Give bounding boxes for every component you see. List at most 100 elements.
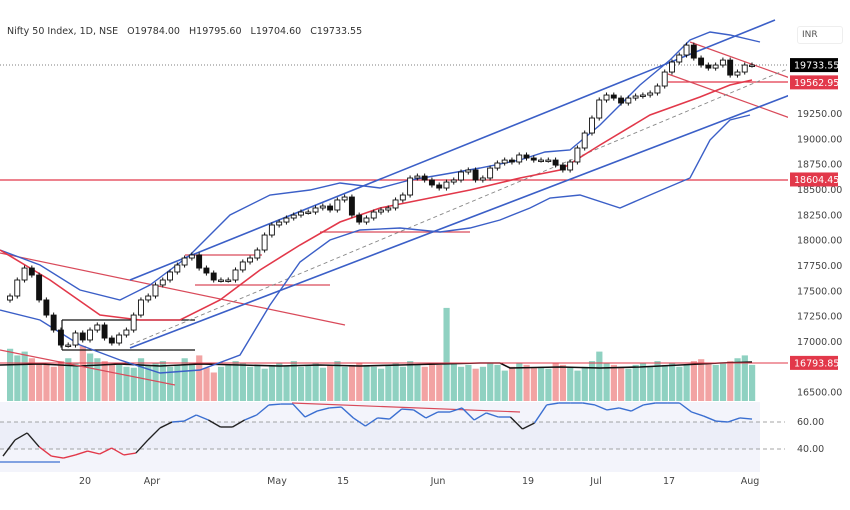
- volume-bar: [145, 364, 152, 401]
- candle: [167, 271, 173, 281]
- candle: [574, 147, 581, 163]
- candle: [501, 159, 508, 164]
- volume-bar: [639, 363, 647, 401]
- price-axis[interactable]: [788, 46, 850, 510]
- volume-bar: [749, 364, 756, 401]
- candle: [727, 59, 734, 76]
- price-tick-label: 17000.00: [797, 337, 842, 348]
- volume-bar: [21, 351, 28, 401]
- candle: [370, 211, 377, 219]
- volume-bar: [428, 363, 436, 401]
- rsi-segment: [630, 404, 644, 412]
- rsi-segment: [2, 439, 16, 457]
- candle: [508, 159, 515, 163]
- time-tick-label: Jun: [430, 476, 446, 487]
- candle: [632, 95, 639, 99]
- volume-bar: [28, 358, 36, 401]
- candle: [719, 59, 726, 66]
- candle: [87, 329, 93, 341]
- flag-lower-line: [667, 73, 791, 119]
- chart-legend-header: Nifty 50 Index, 1D, NSE O19784.00 H19795…: [7, 26, 368, 37]
- price-tag-label: 18604.45: [794, 175, 839, 186]
- volume-bar: [647, 366, 654, 401]
- open-value: O19784.00: [127, 26, 180, 37]
- volume-bar: [618, 366, 625, 401]
- volume-bar: [203, 367, 210, 401]
- rsi-segment: [389, 408, 403, 420]
- rsi-band-fill: [0, 422, 760, 449]
- volume-bar: [588, 361, 596, 401]
- time-tick-label: 17: [663, 476, 675, 487]
- rsi-segment: [533, 404, 548, 424]
- rsi-segment: [63, 454, 76, 459]
- candle: [458, 171, 464, 181]
- currency-button[interactable]: INR: [797, 26, 843, 44]
- volume-bar: [327, 364, 334, 401]
- rsi-segment: [715, 420, 728, 423]
- volume-bar: [574, 370, 581, 401]
- volume-bar: [705, 363, 712, 401]
- rsi-segment: [196, 414, 209, 421]
- candle: [749, 64, 755, 67]
- volume-bar: [159, 361, 166, 401]
- volume-bar: [472, 368, 479, 401]
- volume-bar: [174, 364, 181, 401]
- candle: [523, 154, 530, 159]
- rsi-segment: [329, 406, 342, 409]
- rsi-segment: [159, 421, 173, 429]
- rsi-segment: [703, 415, 717, 422]
- rsi-segment: [75, 450, 88, 456]
- volume-bars: [7, 307, 756, 401]
- volume-bar: [334, 361, 341, 401]
- volume-bar: [654, 361, 661, 401]
- price-tag: [790, 75, 838, 90]
- volume-bar: [458, 366, 465, 401]
- volume-bar: [443, 307, 450, 401]
- candle: [654, 85, 661, 94]
- volume-bar: [414, 364, 421, 401]
- candle: [596, 99, 603, 119]
- candle: [334, 199, 341, 211]
- volume-bar: [79, 345, 86, 401]
- volume-bar: [152, 363, 159, 401]
- candle: [647, 92, 654, 96]
- candle: [538, 159, 544, 163]
- rsi-segment: [377, 417, 390, 420]
- volume-bar: [487, 363, 494, 401]
- volume-bar: [57, 361, 65, 401]
- volume-bar: [712, 364, 719, 401]
- candle: [57, 329, 64, 346]
- candle: [399, 194, 406, 201]
- candle: [276, 221, 283, 226]
- volume-bar: [363, 364, 370, 401]
- volume-bar: [72, 363, 79, 401]
- rsi-segment: [51, 455, 64, 459]
- candle: [268, 224, 275, 236]
- candle: [174, 264, 181, 273]
- price-tag-label: 16793.85: [794, 358, 839, 369]
- symbol-label[interactable]: Nifty 50 Index, 1D, NSE: [7, 26, 119, 37]
- volume-bar: [668, 363, 676, 401]
- volume-bar: [261, 368, 268, 401]
- rsi-segment: [727, 417, 741, 423]
- candle: [494, 162, 501, 169]
- volume-bar: [305, 364, 312, 401]
- volume-bar: [348, 364, 356, 401]
- moving-average-line: [0, 79, 753, 321]
- rsi-segment: [509, 416, 523, 430]
- candle: [50, 314, 57, 331]
- rsi-segment: [739, 417, 753, 420]
- volume-bar: [407, 361, 414, 401]
- channel-lower-line: [129, 94, 791, 349]
- candle: [407, 177, 414, 196]
- rsi-segment: [87, 450, 100, 455]
- volume-bar: [50, 366, 57, 401]
- volume-bar: [123, 366, 130, 401]
- candle: [450, 179, 457, 183]
- candle: [479, 177, 486, 181]
- candle: [116, 334, 123, 344]
- candle: [43, 299, 50, 316]
- candle: [312, 207, 319, 213]
- volume-bar: [596, 351, 603, 401]
